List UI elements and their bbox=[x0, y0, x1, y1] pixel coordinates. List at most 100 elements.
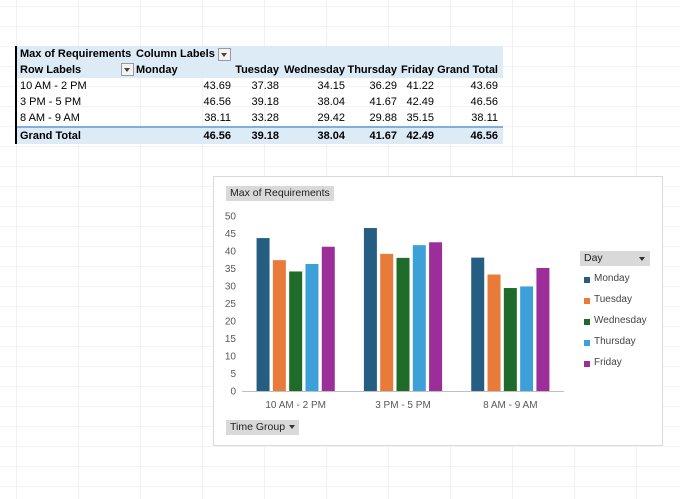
pivot-table: Max of Requirements Column Labels Row La… bbox=[15, 46, 503, 144]
values-field-button[interactable]: Max of Requirements bbox=[226, 186, 334, 201]
total-tuesday[interactable]: 39.18 bbox=[251, 130, 279, 142]
y-tick-label: 40 bbox=[225, 247, 237, 258]
bar[interactable] bbox=[471, 257, 485, 391]
bar[interactable] bbox=[305, 263, 319, 391]
bar[interactable] bbox=[380, 253, 394, 391]
cell-friday[interactable]: 41.22 bbox=[406, 80, 434, 92]
legend-label: Tuesday bbox=[594, 294, 632, 305]
row-label[interactable]: 10 AM - 2 PM bbox=[20, 80, 87, 92]
cell-thursday[interactable]: 36.29 bbox=[369, 80, 397, 92]
cell-monday[interactable]: 43.69 bbox=[203, 80, 231, 92]
legend-swatch bbox=[584, 361, 590, 367]
y-tick-label: 25 bbox=[225, 299, 237, 310]
legend-label: Wednesday bbox=[594, 315, 647, 326]
total-thursday[interactable]: 41.67 bbox=[369, 130, 397, 142]
x-tick-label: 10 AM - 2 PM bbox=[265, 400, 326, 411]
y-tick-label: 20 bbox=[225, 317, 237, 328]
bar[interactable] bbox=[503, 288, 517, 391]
bar[interactable] bbox=[363, 228, 377, 391]
legend-item-wednesday[interactable]: Wednesday bbox=[580, 313, 654, 334]
pivot-chart[interactable]: Max of Requirements 0 5 10 15 20 25 30 35 40 45 50… bbox=[213, 176, 663, 446]
row-labels-header[interactable]: Row Labels bbox=[20, 63, 81, 77]
row-labels-text: Row Labels bbox=[20, 64, 82, 76]
axis-field-label: Time Group bbox=[230, 421, 286, 433]
cell-friday[interactable]: 35.15 bbox=[406, 112, 434, 124]
y-tick-label: 30 bbox=[225, 282, 237, 293]
bar[interactable] bbox=[321, 246, 335, 391]
total-monday[interactable]: 46.56 bbox=[203, 130, 231, 142]
legend-swatch bbox=[584, 340, 590, 346]
bar[interactable] bbox=[289, 271, 303, 391]
legend-item-friday[interactable]: Friday bbox=[580, 355, 654, 376]
column-labels-text: Column Labels bbox=[136, 48, 215, 60]
bar[interactable] bbox=[396, 257, 410, 391]
legend-item-tuesday[interactable]: Tuesday bbox=[580, 292, 654, 313]
cell-wednesday[interactable]: 34.15 bbox=[317, 80, 345, 92]
y-tick-label: 45 bbox=[225, 229, 237, 240]
column-header-tuesday[interactable]: Tuesday bbox=[235, 64, 279, 76]
cell-monday[interactable]: 38.11 bbox=[204, 112, 231, 124]
column-header-monday[interactable]: Monday bbox=[136, 64, 178, 76]
legend-swatch bbox=[584, 319, 590, 325]
chart-legend: Monday Tuesday Wednesday Thursday Friday bbox=[580, 271, 654, 376]
x-tick-label: 8 AM - 9 AM bbox=[483, 400, 537, 411]
legend-swatch bbox=[584, 277, 590, 283]
column-header-grand-total[interactable]: Grand Total bbox=[437, 64, 498, 76]
y-tick-label: 5 bbox=[230, 369, 236, 380]
bar[interactable] bbox=[429, 242, 443, 391]
y-tick-label: 15 bbox=[225, 334, 237, 345]
legend-field-dropdown-icon bbox=[639, 257, 645, 261]
grand-total-label[interactable]: Grand Total bbox=[20, 130, 81, 142]
legend-swatch bbox=[584, 298, 590, 304]
bar[interactable] bbox=[536, 267, 550, 391]
legend-label: Monday bbox=[594, 273, 630, 284]
y-tick-label: 50 bbox=[225, 212, 237, 223]
cell-grand-total[interactable]: 46.56 bbox=[470, 96, 498, 108]
chart-plot-area: 0 5 10 15 20 25 30 35 40 45 50 10 AM - 2 PM 3 PM - 5… bbox=[225, 212, 564, 411]
axis-field-dropdown-icon bbox=[289, 425, 296, 430]
pivot-corner-label[interactable]: Max of Requirements bbox=[20, 48, 132, 60]
cell-friday[interactable]: 42.49 bbox=[406, 96, 434, 108]
legend-field-button[interactable]: Day bbox=[580, 251, 650, 266]
cell-thursday[interactable]: 41.67 bbox=[369, 96, 397, 108]
x-tick-label: 3 PM - 5 PM bbox=[375, 400, 431, 411]
cell-tuesday[interactable]: 39.18 bbox=[251, 96, 279, 108]
legend-item-monday[interactable]: Monday bbox=[580, 271, 654, 292]
cell-wednesday[interactable]: 29.42 bbox=[317, 112, 345, 124]
bar[interactable] bbox=[256, 238, 270, 391]
cell-tuesday[interactable]: 37.38 bbox=[251, 80, 279, 92]
total-grand-total[interactable]: 46.56 bbox=[470, 130, 498, 142]
bar[interactable] bbox=[272, 260, 286, 391]
values-field-label: Max of Requirements bbox=[230, 187, 330, 199]
bar[interactable] bbox=[487, 274, 501, 391]
bar[interactable] bbox=[520, 286, 534, 391]
cell-grand-total[interactable]: 38.11 bbox=[471, 112, 498, 124]
row-label[interactable]: 3 PM - 5 PM bbox=[20, 96, 82, 108]
legend-field-label: Day bbox=[584, 252, 603, 264]
pivot-data-row: 8 AM - 9 AM 38.11 33.28 29.42 29.88 35.1… bbox=[17, 110, 503, 126]
pivot-data-row: 3 PM - 5 PM 46.56 39.18 38.04 41.67 42.4… bbox=[17, 94, 503, 110]
column-header-wednesday[interactable]: Wednesday bbox=[284, 64, 345, 76]
cell-thursday[interactable]: 29.88 bbox=[369, 112, 397, 124]
cell-grand-total[interactable]: 43.69 bbox=[470, 80, 498, 92]
total-wednesday[interactable]: 38.04 bbox=[317, 130, 345, 142]
pivot-header-row-1: Max of Requirements Column Labels bbox=[17, 46, 503, 62]
column-header-friday[interactable]: Friday bbox=[400, 64, 434, 76]
pivot-data-row: 10 AM - 2 PM 43.69 37.38 34.15 36.29 41.… bbox=[17, 78, 503, 94]
row-labels-filter-button[interactable] bbox=[121, 63, 134, 76]
cell-tuesday[interactable]: 33.28 bbox=[251, 112, 279, 124]
legend-label: Friday bbox=[594, 357, 622, 368]
legend-item-thursday[interactable]: Thursday bbox=[580, 334, 654, 355]
column-labels-header[interactable]: Column Labels bbox=[136, 47, 231, 61]
cell-monday[interactable]: 46.56 bbox=[203, 96, 231, 108]
bar[interactable] bbox=[412, 245, 426, 391]
cell-wednesday[interactable]: 38.04 bbox=[317, 96, 345, 108]
legend-label: Thursday bbox=[594, 336, 636, 347]
pivot-grand-total-row: Grand Total 46.56 39.18 38.04 41.67 42.4… bbox=[17, 126, 503, 144]
row-label[interactable]: 8 AM - 9 AM bbox=[20, 112, 80, 124]
total-friday[interactable]: 42.49 bbox=[406, 130, 434, 142]
column-labels-filter-button[interactable] bbox=[217, 47, 231, 61]
axis-field-button[interactable]: Time Group bbox=[226, 420, 300, 435]
column-header-thursday[interactable]: Thursday bbox=[347, 64, 397, 76]
pivot-header-row-2: Row Labels Monday Tuesday Wednesday Thur… bbox=[17, 62, 503, 78]
